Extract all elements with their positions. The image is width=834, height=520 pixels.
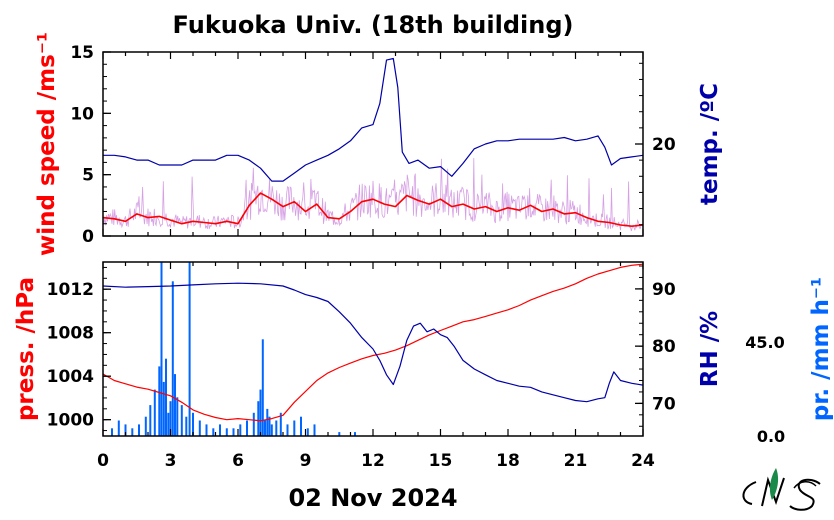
precip-bar: [264, 420, 266, 436]
rh-line: [102, 282, 644, 403]
bottom-axis-ticks: 0 3 6 9 12 15 18 21 24 1000 1004 1008 1012 70 80 90: [47, 262, 676, 471]
precip-bar: [257, 401, 260, 436]
precip-bar: [268, 416, 271, 436]
precip-bar: [124, 424, 127, 436]
temp-axis-label: temp. /ºC: [697, 83, 723, 205]
university-logo: [742, 468, 821, 511]
precip-bar: [162, 381, 165, 436]
precip-min-label: 0.0: [757, 427, 785, 446]
x-tick-label: 9: [300, 451, 312, 471]
pressure-tick-label: 1004: [47, 367, 94, 387]
temperature-line: [103, 57, 644, 182]
precip-bar: [185, 416, 188, 436]
precip-bar: [270, 424, 273, 436]
precip-bar: [338, 432, 341, 436]
wind-temp-panel: 0 5 10 15 20 wind speed /ms⁻¹ temp. /ºC: [34, 32, 723, 256]
precip-bar: [131, 428, 134, 436]
x-tick-label: 21: [564, 451, 588, 471]
precip-bar: [176, 397, 179, 436]
precip-bar: [167, 412, 170, 436]
precip-bar: [219, 424, 221, 436]
x-tick-label: 18: [496, 451, 520, 471]
pressure-line: [102, 263, 644, 422]
precip-bar: [117, 420, 120, 436]
wind-tick-label: 10: [70, 104, 94, 124]
rh-tick-label: 80: [652, 337, 676, 357]
date-label: 02 Nov 2024: [288, 484, 457, 512]
precip-bar: [171, 281, 174, 436]
precip-bar: [354, 432, 356, 436]
wind-speed-raw-trace: [102, 157, 644, 232]
wind-tick-label: 5: [82, 166, 94, 186]
top-series-layer: [102, 57, 644, 227]
precip-bar: [138, 424, 140, 436]
x-tick-label: 6: [232, 451, 244, 471]
precip-bar: [188, 262, 191, 436]
precip-bar: [212, 428, 215, 436]
precip-max-label: 45.0: [745, 333, 784, 352]
precip-bar: [300, 416, 302, 436]
pressure-rh-panel: 0 3 6 9 12 15 18 21 24 1000 1004 1008 1012 70 80 90 pre…: [13, 261, 834, 471]
pressure-tick-label: 1000: [47, 411, 94, 431]
precip-bar: [286, 424, 289, 436]
precip-bar: [252, 412, 255, 436]
precip-bars-layer: [111, 262, 356, 436]
precip-bar: [306, 428, 309, 436]
precip-bar: [144, 416, 147, 436]
top-axis-ticks: 0 5 10 15 20: [70, 43, 676, 247]
rh-tick-label: 70: [652, 394, 676, 414]
precip-bar: [261, 339, 264, 436]
pressure-tick-label: 1008: [47, 324, 94, 344]
precip-bar: [153, 389, 156, 436]
precip-bar: [266, 408, 269, 436]
chart-title: Fukuoka Univ. (18th building): [173, 11, 574, 39]
bottom-series-layer: [102, 263, 644, 422]
rh-axis-label: RH /%: [697, 311, 723, 387]
wind-tick-label: 0: [82, 227, 94, 247]
precip-bar: [192, 412, 194, 436]
pressure-axis-label: press. /hPa: [13, 277, 39, 421]
precip-bar: [205, 424, 208, 436]
precip-bar: [180, 405, 183, 436]
precip-bar: [158, 366, 161, 436]
precip-bar: [239, 424, 242, 436]
precip-bar: [149, 405, 152, 436]
precip-bar: [169, 401, 172, 436]
wind-speed-raw-layer: [102, 157, 644, 232]
x-tick-label: 3: [165, 451, 177, 471]
wind-axis-label: wind speed /ms⁻¹: [34, 32, 60, 256]
precip-bar: [165, 358, 167, 436]
precip-bar: [259, 389, 262, 436]
rh-tick-label: 90: [652, 280, 676, 300]
precip-bar: [232, 428, 235, 436]
precip-bar: [198, 420, 201, 436]
precip-bar: [174, 374, 176, 436]
x-tick-label: 0: [97, 451, 109, 471]
wind-tick-label: 15: [70, 43, 94, 63]
precip-bar: [160, 262, 163, 436]
precip-bar: [275, 420, 278, 436]
x-tick-label: 15: [429, 451, 453, 471]
precip-bar: [225, 428, 228, 436]
precip-bar: [293, 420, 296, 436]
temp-tick-label: 20: [652, 135, 676, 155]
precip-bar: [279, 412, 282, 436]
precip-bar: [111, 428, 113, 436]
precip-axis-label: pr. /mm h⁻¹: [808, 277, 834, 421]
precip-bar: [246, 420, 248, 436]
x-tick-label: 12: [361, 451, 385, 471]
precip-bar: [313, 424, 316, 436]
pressure-tick-label: 1012: [47, 280, 94, 300]
x-tick-label: 24: [631, 451, 655, 471]
wind-speed-avg-line: [102, 192, 644, 227]
